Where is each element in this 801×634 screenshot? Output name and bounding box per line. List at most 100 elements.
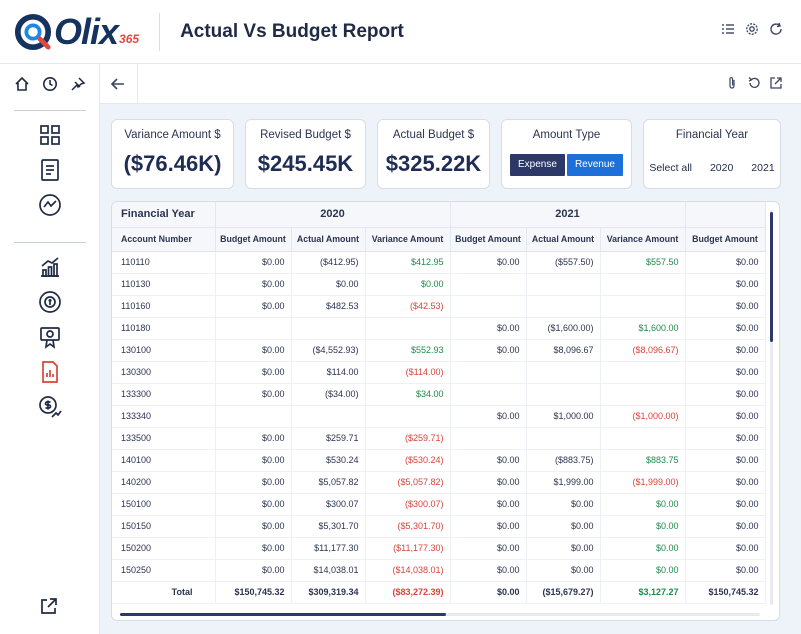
amount-cell: $0.00 (215, 559, 292, 582)
amount-cell: $0.00 (600, 537, 686, 560)
table-row[interactable]: 140100 $0.00 $530.24 ($530.24) $0.00 ($883.75… (112, 449, 766, 472)
column-header[interactable]: Budget Amount (450, 227, 527, 252)
table-row[interactable]: 130100 $0.00 ($4,552.93) $552.93 $0.00 $8,096… (112, 339, 766, 362)
amount-cell (600, 273, 686, 296)
column-header[interactable]: Budget Amount (685, 227, 766, 252)
amount-cell: $0.00 (685, 405, 766, 428)
sidebar-group-reports (0, 255, 99, 430)
fy-option-2021[interactable]: 2021 (751, 162, 775, 174)
amount-cell: $883.75 (600, 449, 686, 472)
list-icon[interactable] (721, 22, 735, 36)
attachment-icon[interactable] (725, 76, 739, 90)
report-icon[interactable] (38, 158, 62, 182)
account-number-cell: 130300 (112, 361, 216, 384)
column-header[interactable]: Variance Amount (600, 227, 686, 252)
amount-cell: $0.00 (450, 339, 527, 362)
expense-button[interactable]: Expense (510, 154, 565, 176)
pin-icon[interactable] (70, 76, 86, 92)
amount-cell: $0.00 (685, 515, 766, 538)
home-icon[interactable] (14, 76, 30, 92)
amount-cell: ($883.75) (526, 449, 601, 472)
certificate-icon[interactable] (38, 325, 62, 349)
total-cell: $3,127.27 (600, 581, 686, 604)
amount-cell: ($11,177.30) (365, 537, 451, 560)
sidebar-group-main (0, 123, 99, 228)
budget-icon[interactable] (38, 290, 62, 314)
amount-cell (291, 317, 366, 340)
open-external-icon[interactable] (769, 76, 783, 90)
account-number-cell: 110110 (112, 251, 216, 274)
table-row[interactable]: 110180 $0.00 ($1,600.00) $1,600.00 $0.00 (112, 317, 766, 340)
back-arrow-icon[interactable] (108, 74, 128, 94)
sidebar-quick-actions (0, 64, 99, 104)
reset-icon[interactable] (747, 76, 761, 90)
total-cell: $0.00 (450, 581, 527, 604)
amount-cell: $0.00 (215, 251, 292, 274)
column-header[interactable]: Budget Amount (215, 227, 292, 252)
document-chart-icon[interactable] (38, 360, 62, 384)
total-row: Total $150,745.32 $309,319.34 ($83,272.39) $… (112, 581, 766, 604)
toolbar-divider (137, 64, 138, 104)
fy-option-select-all[interactable]: Select all (649, 162, 692, 174)
account-number-cell: 140200 (112, 471, 216, 494)
table-row[interactable]: 150150 $0.00 $5,301.70 ($5,301.70) $0.00 $0.0… (112, 515, 766, 538)
revenue-button[interactable]: Revenue (566, 154, 623, 176)
amount-cell: $0.00 (450, 537, 527, 560)
amount-cell: $0.00 (685, 471, 766, 494)
amount-cell: $1,000.00 (526, 405, 601, 428)
vertical-scrollbar-track[interactable] (770, 210, 773, 605)
table-row[interactable]: 140200 $0.00 $5,057.82 ($5,057.82) $0.00 $1,9… (112, 471, 766, 494)
table-row[interactable]: 133300 $0.00 ($34.00) $34.00 $0.00 (112, 383, 766, 406)
amount-cell: $1,600.00 (600, 317, 686, 340)
column-header[interactable]: Account Number (112, 227, 216, 252)
amount-cell (526, 361, 601, 384)
amount-cell: ($300.07) (365, 493, 451, 516)
amount-cell: $0.00 (685, 493, 766, 516)
table-row[interactable]: 150200 $0.00 $11,177.30 ($11,177.30) $0.00 $0… (112, 537, 766, 560)
settings-icon[interactable] (745, 22, 759, 36)
table-row[interactable]: 110130 $0.00 $0.00 $0.00 $0.00 (112, 273, 766, 296)
total-cell: $150,745.32 (685, 581, 766, 604)
amount-cell: $0.00 (685, 317, 766, 340)
financial-year-card: Financial Year Select all 2020 2021 (643, 119, 781, 189)
dashboard-icon[interactable] (38, 123, 62, 147)
vertical-scrollbar-thumb[interactable] (770, 212, 773, 342)
growth-chart-icon[interactable] (38, 255, 62, 279)
analytics-icon[interactable] (38, 193, 62, 217)
amount-cell: $530.24 (291, 449, 366, 472)
column-header[interactable]: Actual Amount (526, 227, 601, 252)
table-row[interactable]: 110160 $0.00 $482.53 ($42.53) $0.00 (112, 295, 766, 318)
table-row[interactable]: 133500 $0.00 $259.71 ($259.71) $0.00 (112, 427, 766, 450)
page-title: Actual Vs Budget Report (180, 20, 404, 42)
horizontal-scrollbar-thumb[interactable] (120, 613, 446, 616)
column-header[interactable]: Actual Amount (291, 227, 366, 252)
fy-option-2020[interactable]: 2020 (709, 162, 734, 174)
amount-cell: ($5,057.82) (365, 471, 451, 494)
financial-year-header: Financial Year (112, 202, 216, 228)
external-link-icon[interactable] (39, 596, 59, 616)
table-row[interactable]: 110110 $0.00 ($412.95) $412.95 $0.00 ($557.50… (112, 251, 766, 274)
financial-year-filter: Select all 2020 2021 (644, 162, 780, 174)
amount-cell: $0.00 (600, 559, 686, 582)
amount-cell: ($1,000.00) (600, 405, 686, 428)
amount-cell (600, 361, 686, 384)
sidebar-divider-2 (13, 242, 86, 243)
table-row[interactable]: 130300 $0.00 $114.00 ($114.00) $0.00 (112, 361, 766, 384)
amount-cell: $412.95 (365, 251, 451, 274)
amount-type-toggle: Expense Revenue (502, 154, 631, 176)
history-icon[interactable] (42, 76, 58, 92)
amount-cell: $0.00 (215, 493, 292, 516)
amount-cell: $5,057.82 (291, 471, 366, 494)
table-row[interactable]: 133340 $0.00 $1,000.00 ($1,000.00) $0.00 (112, 405, 766, 428)
amount-cell: ($8,096.67) (600, 339, 686, 362)
table-row[interactable]: 150250 $0.00 $14,038.01 ($14,038.01) $0.00 $0… (112, 559, 766, 582)
refresh-icon[interactable] (769, 22, 783, 36)
olix-logo[interactable]: Olix 365 (14, 0, 139, 64)
total-cell: ($15,679.27) (526, 581, 601, 604)
amount-cell: $0.00 (215, 427, 292, 450)
column-header[interactable]: Variance Amount (365, 227, 451, 252)
table-row[interactable]: 150100 $0.00 $300.07 ($300.07) $0.00 $0.00 $0.… (112, 493, 766, 516)
year-header-2021: 2021 (450, 202, 686, 228)
dollar-trend-icon[interactable] (38, 395, 62, 419)
total-cell: $309,319.34 (291, 581, 366, 604)
